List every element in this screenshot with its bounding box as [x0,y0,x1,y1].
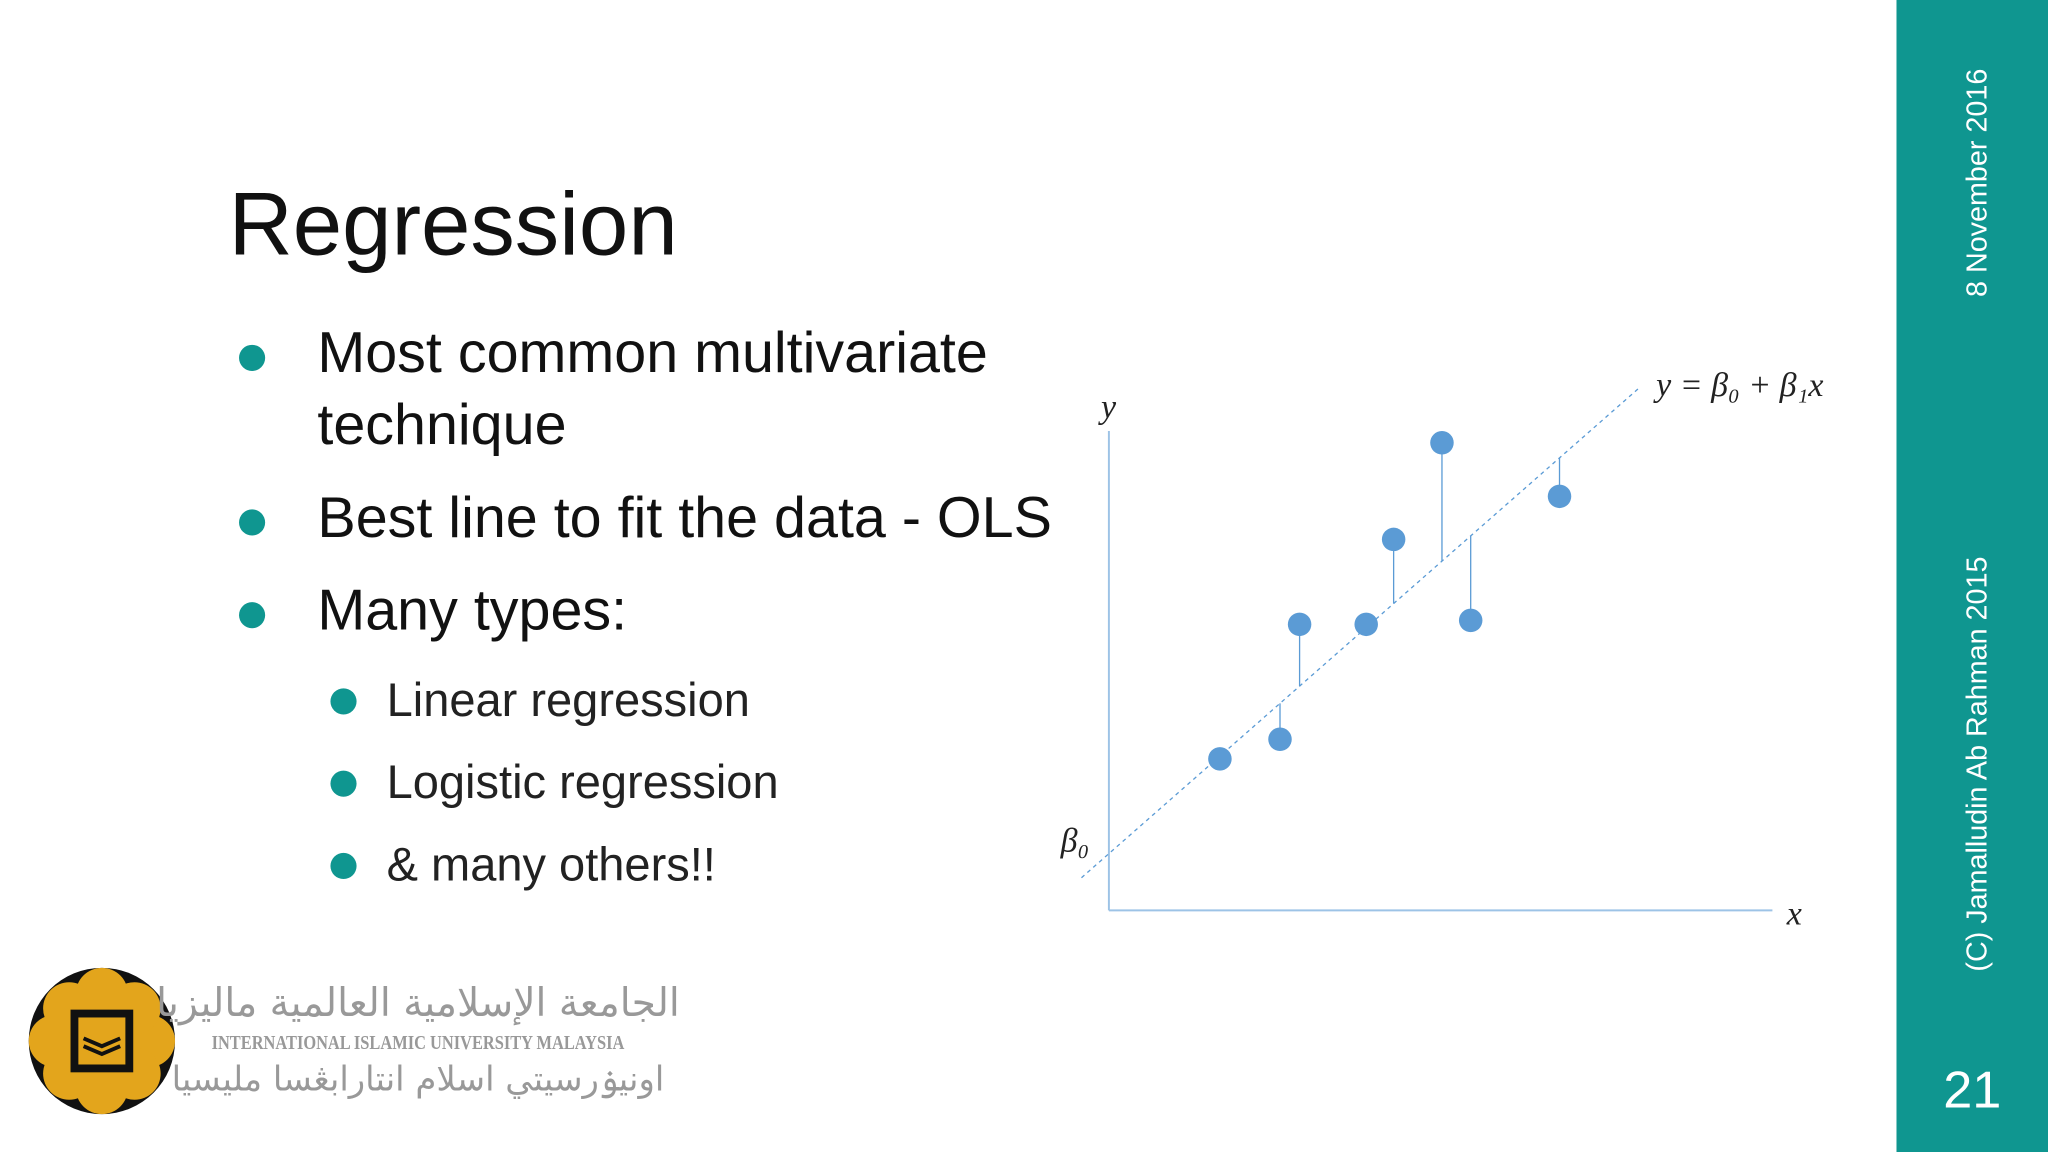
sub-bullet-text: Logistic regression [387,755,779,808]
bullet-text: technique [317,393,566,457]
point [1354,612,1378,637]
title: Regression [229,175,678,274]
diagram: y x β₀ y = β₀ + β₁x [1060,367,1824,933]
sub-bullet-dot [330,688,357,715]
equation: y = β₀ + β₁x [1653,367,1823,404]
bullet-text: Many types: [317,579,627,643]
point [1381,527,1406,552]
logo-english: INTERNATIONAL ISLAMIC UNIVERSITY MALAYSI… [212,1033,625,1054]
bullet-dot [239,509,266,536]
point [1458,608,1483,633]
sub-bullet-text: & many others!! [387,837,716,890]
sub-bullet-dot [330,852,357,880]
bullet-text: Most common multivariate [317,321,987,385]
sub-bullet-text: Linear regression [387,673,750,726]
sub-bullet-dot [330,770,357,797]
author: (C) Jamalludin Ab Rahman 2015 [1962,557,1994,972]
bullet-dot [239,602,266,629]
logo: الجامعة الإسلامية العالمية ماليزيا INTER… [28,967,680,1115]
background [0,0,1896,1152]
logo-emblem [28,967,176,1115]
intercept-label: β₀ [1060,823,1090,860]
point [1547,484,1572,509]
point [1430,431,1454,455]
bullet-text: Best line to fit the data - OLS [317,486,1052,550]
logo-arabic: الجامعة الإسلامية العالمية ماليزيا [156,981,680,1026]
point [1208,747,1232,771]
y-axis-label: y [1098,389,1117,426]
logo-jawi: اونيۏرسيتي اسلام انتارابڠسا مليسيا [172,1060,665,1100]
sidebar [1896,0,2048,1152]
page-number: 21 [1943,1062,2001,1120]
x-axis-label: x [1786,896,1802,933]
bullet-list: Most common multivariate technique Best li… [239,321,1052,890]
bullet-dot [239,344,266,371]
point [1268,727,1292,752]
date: 8 November 2016 [1962,69,1994,297]
point [1287,612,1312,637]
